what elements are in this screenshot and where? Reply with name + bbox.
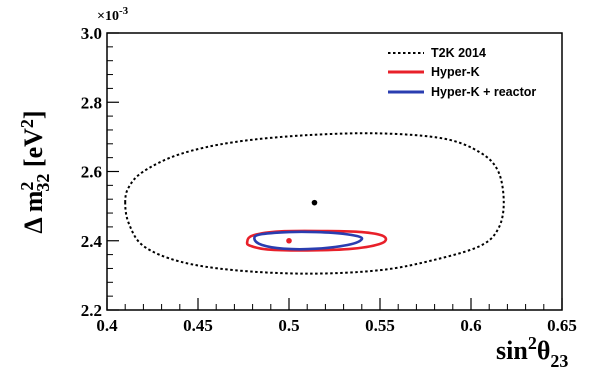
- ticks-layer: 0.4 0.45 0.5 0.55 0.6 0.65 2.2 2.4 2.6 2.8 3.0: [81, 24, 577, 335]
- legend-label-hyperk-reactor: Hyper-K + reactor: [431, 85, 536, 99]
- best-fit-point-hyperk: [286, 237, 292, 244]
- x-axis-title: sin2θ23: [496, 333, 568, 371]
- y-tick-label: 2.8: [81, 93, 102, 112]
- contours-layer: [124, 132, 505, 275]
- x-tick-label: 0.5: [278, 316, 299, 335]
- legend-label-t2k: T2K 2014: [431, 46, 486, 60]
- x-tick-label: 0.45: [183, 316, 213, 335]
- y-tick-label: 2.4: [81, 232, 103, 251]
- contour-t2k-2014: [124, 132, 505, 275]
- legend: T2K 2014 Hyper-K Hyper-K + reactor: [388, 46, 536, 99]
- contour-hyperk-reactor: [253, 230, 364, 251]
- y-exponent-label: ×10-3: [97, 5, 129, 24]
- legend-label-hyperk: Hyper-K: [431, 65, 480, 79]
- x-tick-label: 0.65: [547, 316, 577, 335]
- x-tick-label: 0.4: [96, 316, 118, 335]
- y-tick-label: 2.6: [81, 163, 102, 182]
- plot-frame: [106, 32, 563, 311]
- y-axis-title: Δ m232 [eV2]: [17, 110, 53, 233]
- x-tick-label: 0.6: [460, 316, 481, 335]
- y-tick-label: 2.2: [81, 301, 102, 320]
- best-fit-point-t2k-2014: [311, 199, 318, 206]
- x-tick-label: 0.55: [365, 316, 395, 335]
- y-tick-label: 3.0: [81, 24, 102, 43]
